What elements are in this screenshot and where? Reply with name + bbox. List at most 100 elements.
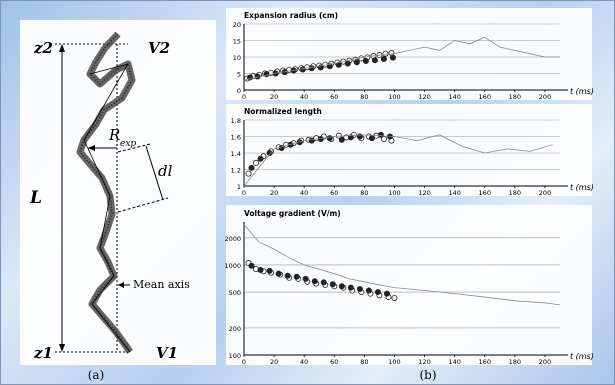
x-tick-label: 60 (330, 189, 338, 197)
x-tick-label: 120 (418, 189, 430, 197)
data-point-filled (263, 71, 270, 78)
x-tick-label: 40 (300, 358, 308, 366)
dl-dimension-line (145, 145, 164, 201)
reference-series-line (243, 36, 560, 81)
data-point-filled (377, 131, 384, 138)
x-tick-label: 0 (242, 189, 246, 197)
x-tick-label: 100 (388, 93, 400, 101)
panel-a-background (20, 20, 216, 365)
y-tick-label: 500 (229, 289, 241, 297)
data-point-filled (284, 272, 291, 279)
data-point-filled (308, 137, 315, 144)
z2-label: z2 (33, 39, 53, 57)
z1-label: z1 (33, 344, 53, 362)
chart-background (226, 205, 592, 365)
y-tick-label: 20 (233, 21, 241, 29)
x-tick-label: 80 (360, 358, 368, 366)
y-tick-label: 15 (233, 38, 241, 46)
x-tick-label: 200 (539, 189, 551, 197)
data-point-filled (383, 290, 390, 297)
data-point-filled (266, 149, 273, 156)
x-tick-label: 80 (360, 93, 368, 101)
data-point-filled (293, 273, 300, 280)
data-point-filled (371, 57, 378, 64)
data-point-open (253, 159, 260, 166)
dl-bracket-bottom (117, 197, 169, 213)
data-point-filled (338, 136, 345, 143)
segment-approximation (83, 63, 131, 353)
y-tick-label: 1 (237, 183, 241, 191)
x-tick-label: 0 (242, 93, 246, 101)
data-point-filled (353, 59, 360, 66)
dl-bracket-top (117, 143, 151, 153)
chart-title: Expansion radius (cm) (244, 11, 338, 20)
x-tick-label: 100 (388, 189, 400, 197)
y-tick-label: 200 (229, 325, 241, 333)
x-tick-label: 140 (448, 358, 460, 366)
y-tick-label: 10 (233, 54, 241, 62)
x-tick-label: 20 (270, 189, 278, 197)
data-point-filled (365, 287, 372, 294)
panel-a: z2 z1 V2 V1 L R exp dl Mean axis (a) (20, 20, 216, 382)
x-tick-label: 200 (539, 93, 551, 101)
data-point-open (245, 170, 252, 177)
y-tick-label: 1.4 (231, 150, 241, 158)
x-tick-label: 200 (539, 358, 551, 366)
reference-series-line (243, 134, 553, 187)
y-tick-label: 1.2 (231, 167, 241, 175)
chart-background (226, 8, 592, 100)
v1-label: V1 (156, 344, 178, 362)
x-tick-label: 40 (300, 93, 308, 101)
x-tick-label: 60 (330, 358, 338, 366)
rexp-label: R (108, 126, 120, 144)
x-axis-label: t (ms) (570, 87, 594, 96)
y-tick-label: 100 (229, 352, 241, 360)
x-tick-label: 180 (509, 189, 521, 197)
rexp-subscript: exp (120, 139, 136, 149)
v2-label: V2 (148, 39, 170, 57)
data-point-filled (275, 270, 282, 277)
data-point-filled (380, 55, 387, 62)
data-point-filled (347, 284, 354, 291)
chart-title: Normalized length (244, 107, 322, 116)
data-point-filled (257, 155, 264, 162)
x-tick-label: 20 (270, 93, 278, 101)
x-tick-label: 120 (418, 358, 430, 366)
mean-axis-arrowhead (118, 282, 124, 288)
x-axis-label: t (ms) (570, 352, 594, 361)
x-tick-label: 160 (479, 93, 491, 101)
data-point-filled (338, 283, 345, 290)
x-tick-label: 60 (330, 93, 338, 101)
reference-series-line (243, 224, 561, 306)
y-tick-label: 1000 (224, 262, 241, 270)
y-tick-label: 2000 (224, 235, 241, 243)
x-tick-label: 100 (388, 358, 400, 366)
data-point-filled (302, 275, 309, 282)
data-point-open (335, 132, 342, 139)
data-point-filled (356, 286, 363, 293)
mean-axis-label: Mean axis (133, 278, 190, 291)
x-tick-label: 160 (479, 189, 491, 197)
data-point-filled (266, 267, 273, 274)
data-point-filled (326, 135, 333, 142)
dl-label: dl (158, 162, 173, 180)
panel-b-caption: (b) (419, 368, 436, 382)
length-label: L (29, 188, 42, 208)
x-tick-label: 140 (448, 189, 460, 197)
x-axis-label: t (ms) (570, 183, 594, 192)
data-point-filled (308, 65, 315, 72)
chart-voltage-gradient: 100 200 500 1000 2000 0 20 40 60 80 100 120 140 160 18… (224, 205, 594, 366)
data-point-filled (311, 278, 318, 285)
data-point-filled (329, 281, 336, 288)
data-point-filled (257, 266, 264, 273)
panel-a-caption: (a) (88, 368, 105, 382)
y-tick-label: 1.8 (231, 117, 241, 125)
length-arrow-bottom (59, 344, 65, 352)
x-tick-label: 40 (300, 189, 308, 197)
chart-title: Voltage gradient (V/m) (244, 209, 341, 218)
x-tick-label: 140 (448, 93, 460, 101)
data-point-open (391, 294, 398, 301)
y-tick-label: 5 (237, 71, 241, 79)
